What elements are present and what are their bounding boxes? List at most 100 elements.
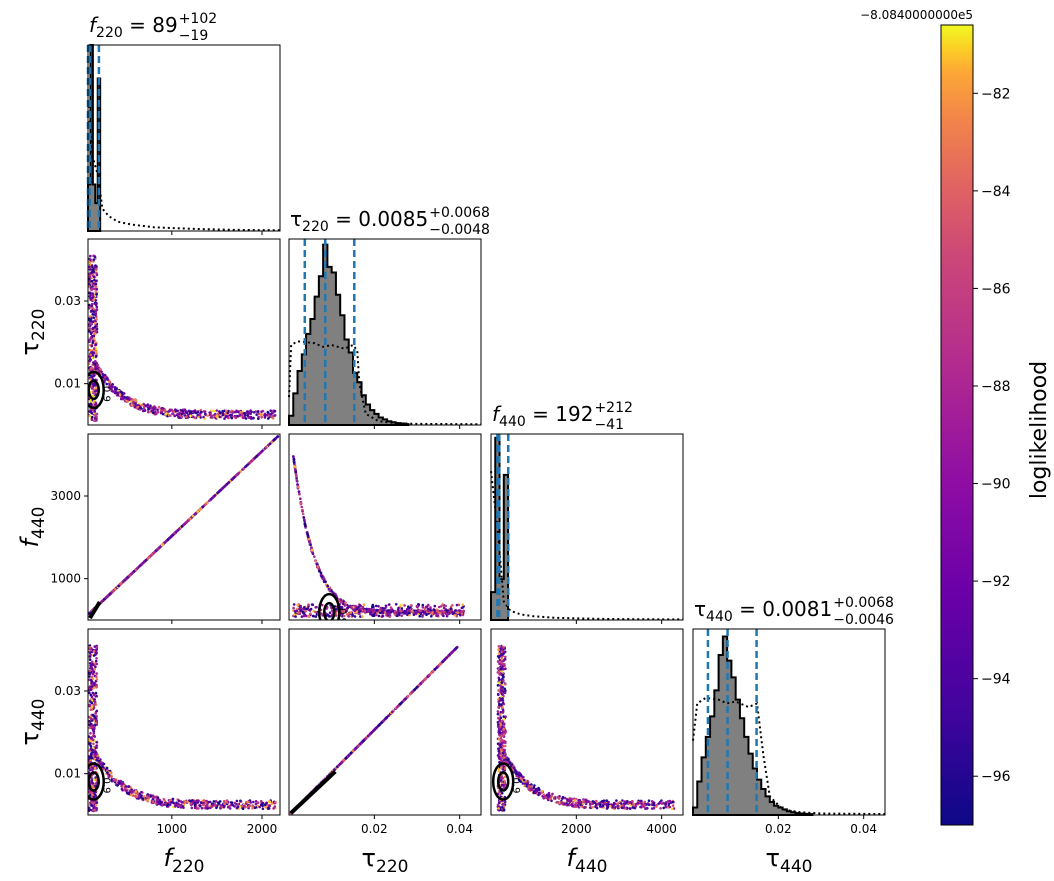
scatter-point [173,532,176,535]
scatter-point [116,391,119,395]
scatter-point [342,602,345,606]
scatter-point [92,258,95,262]
scatter-point [515,770,518,773]
scatter-point [130,790,133,793]
scatter-point [93,419,96,423]
scatter-point [249,412,252,416]
hist-title-f440: f440 = 192 [492,402,593,430]
contour-inner [323,601,336,620]
scatter-point [441,660,444,663]
scatter-point [143,405,146,409]
scatter-point [455,603,459,607]
scatter-point [105,595,109,598]
contour-ridge [88,601,102,620]
scatter-point [132,401,136,404]
scatter-point [440,605,443,608]
scatter-point [249,804,253,807]
panel-hist-tau220: τ220 = 0.0085 +0.0068−0.0048 [288,205,490,429]
scatter-point [125,789,128,793]
scatter-point [314,615,318,618]
scatter-point [615,799,618,802]
scatter-point [88,272,91,276]
scatter-point [407,611,411,615]
scatter-point [403,604,406,607]
scatter-point [320,612,323,615]
scatter-point [380,721,383,724]
scatter-point [102,762,106,766]
scatter-point [165,539,168,543]
scatter-point [94,746,98,749]
scatter-point [304,609,307,613]
scatter-point [334,607,338,611]
y-tick-label: 0.01 [54,767,81,781]
scatter-point [399,609,402,613]
scatter-point [454,609,457,612]
scatter-point [163,799,167,803]
scatter-point [103,373,107,377]
scatter-point [301,509,304,512]
scatter-point [112,589,115,593]
scatter-point [377,614,381,618]
scatter-point [89,353,93,357]
scatter-point [92,347,96,350]
hist-title-lower-error: −0.0048 [429,222,490,238]
scatter-point [292,455,295,459]
hist-title-upper-error: +0.0068 [429,205,490,221]
scatter-point [95,350,98,354]
scatter-point [208,411,211,414]
scatter-point [107,773,110,776]
scatter-point [327,615,331,618]
scatter-point [344,601,347,604]
scatter-point [309,612,312,615]
scatter-point [91,394,95,398]
scatter-point [95,646,99,649]
scatter-point [238,805,242,808]
scatter-point [326,584,330,588]
scatter-point [167,537,170,541]
scatter-point [198,804,202,808]
scatter-point [89,653,92,657]
scatter-point [406,694,410,698]
scatter-point [91,738,95,741]
scatter-point [408,609,411,612]
scatter-point [121,396,125,400]
scatter-point [349,611,353,614]
scatter-point [92,374,96,377]
axes-frame [490,433,684,621]
scatter-point [303,522,307,526]
scatter-point [95,801,99,804]
scatter-point [90,753,93,756]
axes-frame [288,433,482,621]
x-tick-label: 0.04 [850,822,877,836]
scatter-point [146,798,149,802]
scatter-point [168,409,172,413]
scatter-point [90,706,94,709]
scatter-point [90,309,93,313]
scatter-point [443,658,447,661]
scatter-point [271,410,274,414]
scatter-point [254,800,258,803]
scatter-point [108,384,111,388]
scatter-point [447,612,450,615]
scatter-point [330,606,333,610]
scatter-point [235,473,239,477]
scatter-point [190,806,194,810]
scatter-point [95,657,98,660]
scatter-point [351,614,355,617]
scatter-point [206,414,209,417]
scatter-point [146,403,150,407]
scatter-point [99,762,103,766]
scatter-point [444,612,448,615]
scatter-point [421,614,424,617]
scatter-point [147,408,150,411]
scatter-point [88,319,92,322]
panel-scatter-tau220-tau440: 0.02 0.04 [288,628,482,836]
scatter-point [95,808,98,812]
scatter-point [298,492,301,496]
scatter-point [166,803,170,806]
scatter-point [319,571,323,575]
scatter-point [243,414,247,417]
hist-title-upper-error: +212 [594,400,632,416]
scatter-point [160,409,164,412]
